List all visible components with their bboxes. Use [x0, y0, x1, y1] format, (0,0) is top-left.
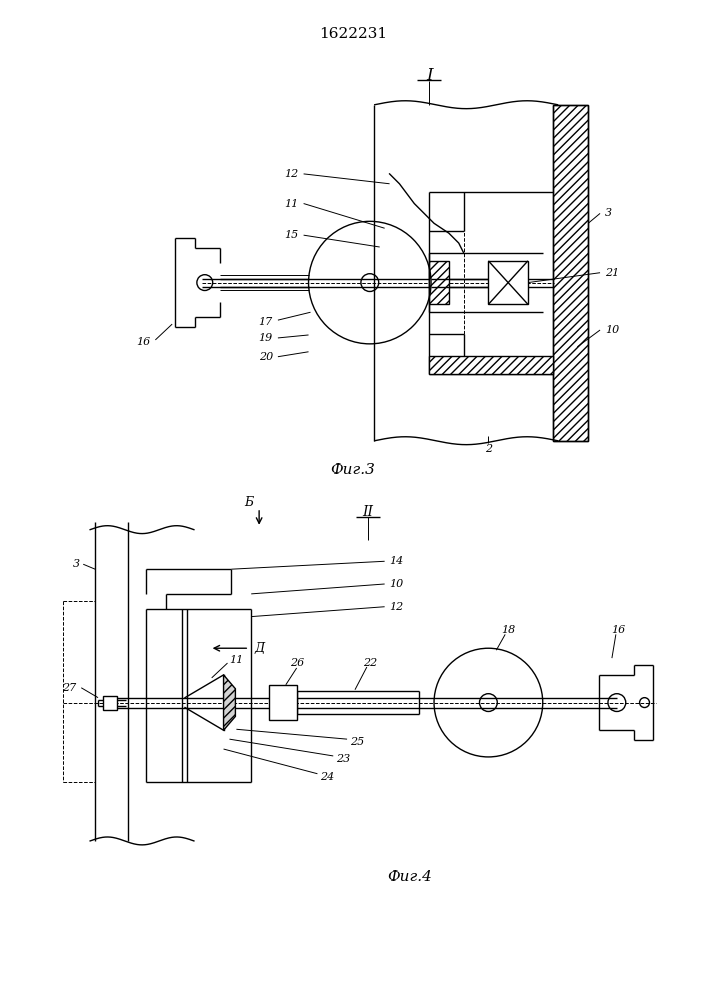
Text: Фиг.3: Фиг.3 [331, 463, 375, 477]
Text: 23: 23 [337, 754, 351, 764]
Text: 12: 12 [390, 602, 404, 612]
Text: 25: 25 [350, 737, 364, 747]
Text: Фиг.4: Фиг.4 [387, 870, 432, 884]
Text: 16: 16 [136, 337, 151, 347]
Text: 14: 14 [390, 556, 404, 566]
Bar [429, 261, 449, 304]
Text: 11: 11 [230, 655, 244, 665]
Text: 22: 22 [363, 658, 377, 668]
Text: 2: 2 [485, 444, 492, 454]
Text: 10: 10 [605, 325, 619, 335]
Text: 3: 3 [605, 208, 612, 218]
Text: 20: 20 [259, 352, 273, 362]
Text: 3: 3 [73, 559, 80, 569]
Bar [269, 685, 297, 720]
Text: I: I [426, 67, 433, 84]
Text: 10: 10 [390, 579, 404, 589]
Text: 11: 11 [284, 199, 298, 209]
Text: 21: 21 [605, 268, 619, 278]
Text: II: II [362, 505, 373, 519]
Text: 18: 18 [501, 625, 515, 635]
Text: 12: 12 [284, 169, 298, 179]
Text: 1622231: 1622231 [319, 27, 387, 41]
Polygon shape [223, 675, 235, 730]
Bar [429, 356, 553, 374]
Bar [103, 696, 117, 710]
Text: 24: 24 [320, 772, 334, 782]
Bar [553, 105, 588, 441]
Text: Д: Д [254, 642, 264, 655]
Text: 17: 17 [259, 317, 273, 327]
Text: 27: 27 [62, 683, 76, 693]
Bar [489, 261, 528, 304]
Text: Б: Б [245, 496, 254, 509]
Text: 16: 16 [612, 625, 626, 635]
Text: 26: 26 [290, 658, 304, 668]
Text: 19: 19 [259, 333, 273, 343]
Text: 15: 15 [284, 230, 298, 240]
